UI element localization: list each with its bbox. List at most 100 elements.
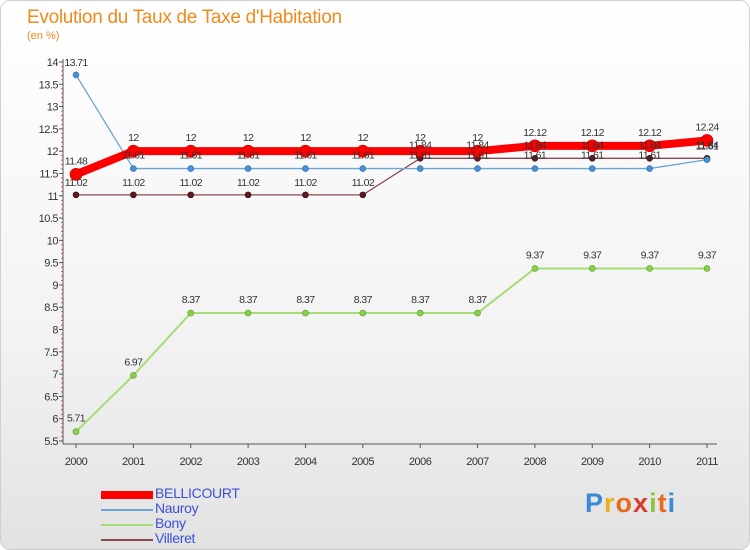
data-label: 12 (243, 132, 254, 144)
data-label: 8.37 (411, 294, 430, 306)
logo-letter: i (667, 488, 677, 518)
data-label: 12 (358, 132, 369, 144)
data-point (643, 139, 656, 153)
data-point (359, 191, 367, 199)
y-tick-label: 5.5 (44, 436, 58, 448)
series-bellicourt (69, 134, 714, 181)
logo-letter: t (657, 488, 668, 518)
y-tick-label: 6.5 (44, 391, 58, 403)
data-label: 11.48 (65, 155, 88, 167)
data-point (531, 165, 539, 172)
data-point (531, 265, 539, 272)
data-point (130, 165, 137, 172)
y-tick-label: 14 (47, 57, 59, 69)
data-label: 11.84 (581, 139, 604, 151)
data-label: 12 (128, 132, 139, 144)
data-label: 12 (300, 132, 311, 144)
legend-label: Villeret (155, 530, 196, 546)
x-tick-label: 2007 (466, 456, 489, 468)
chart-subtitle: (en %) (27, 30, 60, 42)
legend-swatch (101, 539, 153, 541)
data-point (302, 165, 309, 172)
data-label: 11.61 (466, 150, 489, 162)
data-point (72, 191, 80, 199)
data-label: 11.02 (122, 177, 145, 189)
data-label: 13.71 (64, 57, 88, 69)
logo-letter: P (585, 488, 605, 518)
logo-letter: r (604, 488, 616, 518)
y-tick-label: 7.5 (44, 347, 58, 359)
data-label: 5.71 (67, 413, 86, 425)
chart-title: Evolution du Taux de Taxe d'Habitation (27, 7, 342, 28)
legend-item-nauroy: Nauroy (101, 500, 321, 517)
x-tick-label: 2008 (524, 456, 547, 468)
data-label: 12.12 (523, 127, 547, 139)
y-tick-label: 11.5 (39, 168, 58, 180)
data-point (646, 155, 653, 162)
data-point (646, 265, 653, 272)
y-tick-label: 9 (52, 280, 58, 292)
data-label: 11.02 (294, 177, 317, 189)
data-point (416, 309, 424, 317)
data-label: 11.02 (237, 177, 260, 189)
data-label: 12 (415, 132, 426, 144)
y-tick-label: 10.5 (39, 213, 59, 225)
data-point (302, 191, 309, 199)
data-point (244, 165, 252, 172)
data-label: 11.84 (466, 139, 489, 151)
data-label: 11.02 (179, 177, 202, 189)
data-point (703, 265, 711, 272)
y-tick-label: 8.5 (44, 302, 58, 314)
x-tick-label: 2004 (294, 456, 317, 468)
data-label: 11.84 (409, 139, 432, 151)
series-nauroy (72, 71, 711, 172)
series-bony (72, 265, 711, 435)
legend-item-villeret: Villeret (101, 530, 321, 547)
data-point (474, 165, 481, 172)
data-label: 11.61 (581, 150, 604, 162)
logo-letter: i (649, 488, 658, 518)
data-point (302, 309, 309, 317)
data-label: 11.61 (294, 150, 317, 162)
legend-label: Nauroy (155, 500, 199, 516)
data-label: 9.37 (698, 249, 717, 261)
data-label: 12.24 (695, 121, 719, 133)
legend-swatch (101, 491, 153, 499)
y-tick-label: 9.5 (44, 258, 58, 270)
data-point (359, 309, 367, 317)
data-point (700, 134, 714, 147)
data-label: 11.61 (409, 150, 432, 162)
data-label: 11.61 (352, 150, 375, 162)
data-label: 9.37 (641, 249, 660, 261)
y-tick-label: 6 (52, 414, 58, 426)
y-tick-label: 13 (47, 102, 59, 114)
data-label: 6.97 (124, 356, 143, 368)
data-label: 8.37 (182, 294, 201, 306)
data-label: 12 (185, 132, 196, 144)
data-point (130, 372, 137, 379)
data-point (72, 428, 80, 435)
data-point (127, 144, 140, 158)
legend-label: Bony (155, 515, 186, 531)
series-villeret (72, 155, 711, 199)
data-label: 11.61 (638, 150, 661, 162)
data-point (585, 139, 599, 153)
data-label: 11.61 (524, 150, 547, 162)
data-point (187, 191, 195, 199)
data-point (416, 165, 424, 172)
data-point (244, 191, 252, 199)
data-label: 11.61 (237, 150, 260, 162)
data-point (241, 144, 255, 158)
data-point (588, 165, 596, 172)
data-point (413, 144, 427, 158)
y-tick-label: 12.5 (39, 124, 59, 136)
y-tick-label: 12 (47, 146, 59, 158)
legend-label: BELLICOURT (155, 485, 240, 501)
data-label: 8.37 (239, 294, 258, 306)
data-point (703, 156, 711, 163)
data-label: 8.37 (469, 294, 488, 306)
data-point (187, 309, 195, 317)
x-tick-label: 2006 (409, 456, 432, 468)
